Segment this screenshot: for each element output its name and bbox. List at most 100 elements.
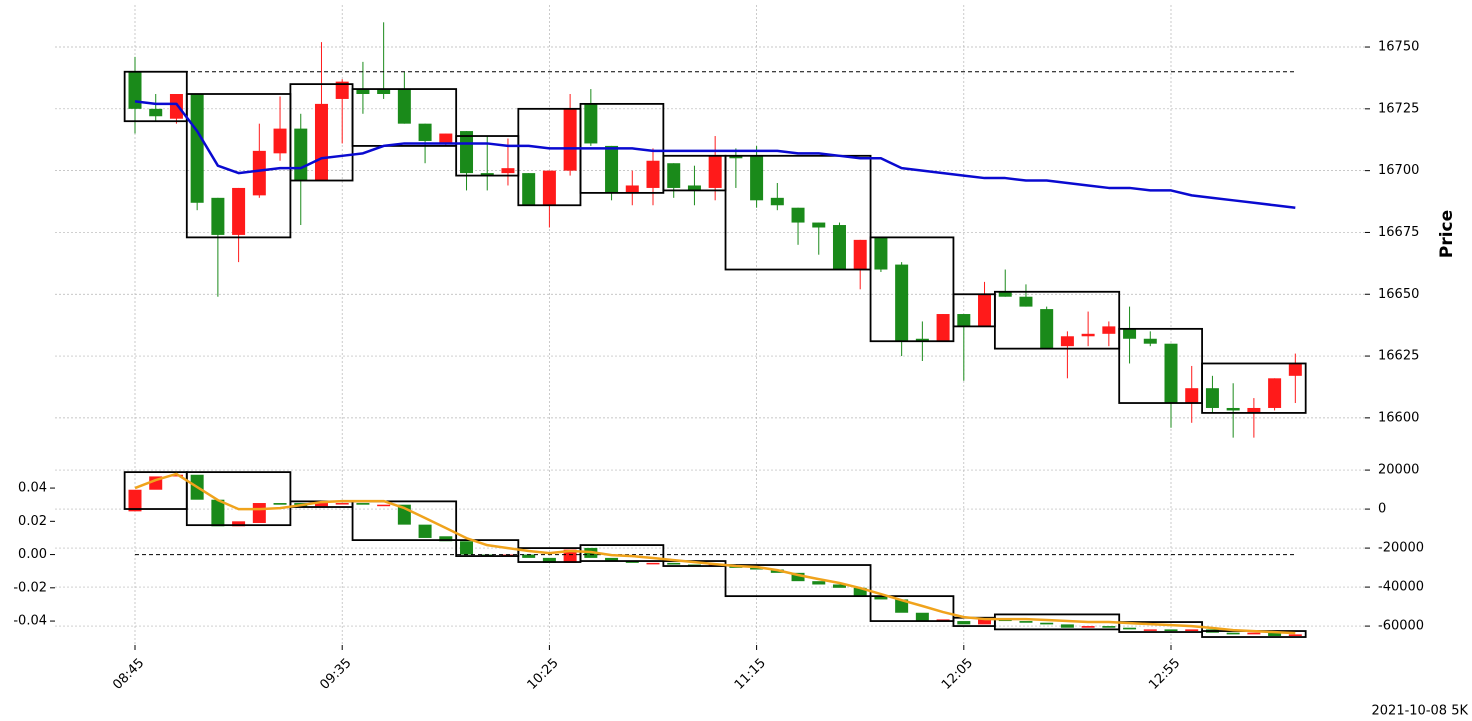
candle-body — [480, 173, 494, 176]
candle-body — [605, 145, 619, 193]
candle-body — [936, 314, 950, 342]
candle-body — [1143, 338, 1157, 344]
candle-body — [149, 108, 163, 117]
candle-body — [1060, 336, 1074, 347]
candle-body — [1185, 629, 1199, 632]
candle-body — [1247, 632, 1261, 635]
candle-body — [1164, 343, 1178, 404]
candle-body — [128, 71, 142, 109]
range-box — [185, 471, 292, 527]
candle-body — [853, 239, 867, 270]
candle-body — [273, 128, 287, 154]
moving-average-line — [134, 472, 1296, 635]
candle-body — [397, 89, 411, 124]
candle-body — [356, 503, 370, 505]
candle-body — [232, 187, 246, 235]
candle-body — [460, 541, 474, 555]
range-box — [724, 154, 872, 271]
candle-body — [1226, 407, 1240, 411]
candle-body — [1205, 388, 1219, 408]
candle-body — [978, 294, 992, 327]
candle-body — [729, 155, 743, 159]
candle-body — [625, 185, 639, 193]
candle-body — [1019, 296, 1033, 307]
candle-body — [667, 562, 681, 565]
candle-body — [1040, 622, 1054, 625]
candle-body — [1123, 328, 1137, 339]
candle-body — [439, 536, 453, 542]
candle-body — [542, 557, 556, 563]
candle-body — [522, 554, 536, 558]
range-box — [579, 544, 665, 562]
y-tick-label: 16725 — [1378, 101, 1419, 116]
candle-body — [791, 207, 805, 223]
y-tick-label: -20000 — [1378, 541, 1424, 556]
candle-body — [625, 561, 639, 563]
candle-body — [1102, 626, 1116, 628]
candle-body — [895, 599, 909, 613]
candle-body — [542, 170, 556, 206]
candle-body — [957, 621, 971, 625]
y-tick-label: 20000 — [1378, 463, 1419, 478]
annotation: 2021-10-08 5K — [1372, 704, 1469, 719]
candle-body — [314, 103, 328, 181]
candle-body — [853, 587, 867, 597]
candle-body — [418, 123, 432, 141]
candle-body — [874, 596, 888, 600]
y-tick-label: -0.04 — [13, 614, 47, 629]
candle-body — [252, 150, 266, 196]
candle-body — [957, 314, 971, 327]
candle-body — [1226, 632, 1240, 635]
y-tick-label: 16600 — [1378, 410, 1419, 425]
y-tick-label: -40000 — [1378, 580, 1424, 595]
candle-body — [874, 237, 888, 270]
candle-body — [1060, 624, 1074, 628]
y-tick-label: -60000 — [1378, 619, 1424, 634]
candle-body — [169, 94, 183, 119]
candle-body — [460, 131, 474, 174]
candle-body — [501, 168, 515, 174]
y-tick-label: 0.02 — [18, 514, 47, 529]
candle-body — [1288, 634, 1302, 637]
candle-body — [1081, 626, 1095, 628]
candle-body — [1164, 629, 1178, 632]
range-box — [724, 564, 872, 598]
y-tick-label: -0.02 — [13, 580, 47, 595]
candle-body — [832, 225, 846, 270]
y-tick-label: 16675 — [1378, 225, 1419, 240]
candle-body — [522, 173, 536, 206]
candle-body — [1268, 378, 1282, 408]
candle-body — [169, 474, 183, 477]
range-box — [993, 290, 1121, 350]
candle-body — [335, 503, 349, 505]
y-tick-label: 16625 — [1378, 349, 1419, 364]
candle-body — [1247, 407, 1261, 413]
candle-body — [294, 128, 308, 181]
candle-body — [356, 89, 370, 94]
candle-body — [1040, 309, 1054, 349]
candle-body — [128, 489, 142, 512]
candle-body — [998, 291, 1012, 297]
candle-body — [667, 163, 681, 188]
y-tick-label: 0 — [1378, 502, 1386, 517]
candle-body — [812, 581, 826, 585]
candle-body — [1019, 621, 1033, 623]
candle-body — [1123, 627, 1137, 630]
y-axis-label: Price — [1437, 210, 1457, 258]
candle-body — [791, 572, 805, 582]
candle-body — [1143, 629, 1157, 631]
candle-body — [646, 562, 660, 565]
candle-body — [915, 338, 929, 342]
range-box — [869, 236, 955, 343]
range-box — [351, 88, 458, 147]
range-box — [869, 595, 955, 622]
y-tick-label: 0.00 — [18, 547, 47, 562]
candle-body — [273, 503, 287, 505]
y-tick-label: 0.04 — [18, 481, 47, 496]
candle-body — [584, 103, 598, 144]
candle-body — [687, 185, 701, 191]
candle-body — [418, 524, 432, 538]
candle-body — [750, 567, 764, 570]
candle-body — [605, 557, 619, 562]
